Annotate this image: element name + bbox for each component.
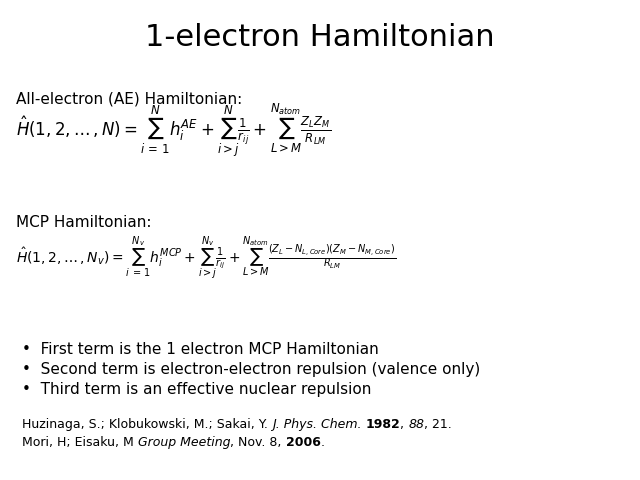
- Text: J. Phys. Chem.: J. Phys. Chem.: [272, 418, 362, 431]
- Text: 1982: 1982: [365, 418, 400, 431]
- Text: •  Second term is electron-electron repulsion (valence only): • Second term is electron-electron repul…: [22, 362, 480, 377]
- Text: , Nov. 8,: , Nov. 8,: [230, 436, 285, 449]
- Text: $\hat{H}(1,2,\ldots\,,N) = \sum_{i\,=\,1}^{N} h_i^{AE} + \sum_{i>j}^{N} \frac{1}: $\hat{H}(1,2,\ldots\,,N) = \sum_{i\,=\,1…: [16, 101, 331, 159]
- Text: ,: ,: [400, 418, 408, 431]
- Text: MCP Hamiltonian:: MCP Hamiltonian:: [16, 215, 152, 230]
- Text: 88: 88: [408, 418, 424, 431]
- Text: $\hat{H}(1,2,\ldots\,,N_v) = \sum_{i\,=\,1}^{N_v} h_i^{MCP} + \sum_{i>j}^{N_v} \: $\hat{H}(1,2,\ldots\,,N_v) = \sum_{i\,=\…: [16, 234, 396, 282]
- Text: •  First term is the 1 electron MCP Hamiltonian: • First term is the 1 electron MCP Hamil…: [22, 342, 379, 357]
- Text: •  Third term is an effective nuclear repulsion: • Third term is an effective nuclear rep…: [22, 382, 371, 397]
- Text: 1-electron Hamiltonian: 1-electron Hamiltonian: [145, 24, 495, 52]
- Text: .: .: [321, 436, 324, 449]
- Text: , 21.: , 21.: [424, 418, 452, 431]
- Text: Huzinaga, S.; Klobukowski, M.; Sakai, Y.: Huzinaga, S.; Klobukowski, M.; Sakai, Y.: [22, 418, 272, 431]
- Text: Group Meeting: Group Meeting: [138, 436, 230, 449]
- Text: All-electron (AE) Hamiltonian:: All-electron (AE) Hamiltonian:: [16, 92, 243, 107]
- Text: 2006: 2006: [285, 436, 321, 449]
- Text: Mori, H; Eisaku, M: Mori, H; Eisaku, M: [22, 436, 138, 449]
